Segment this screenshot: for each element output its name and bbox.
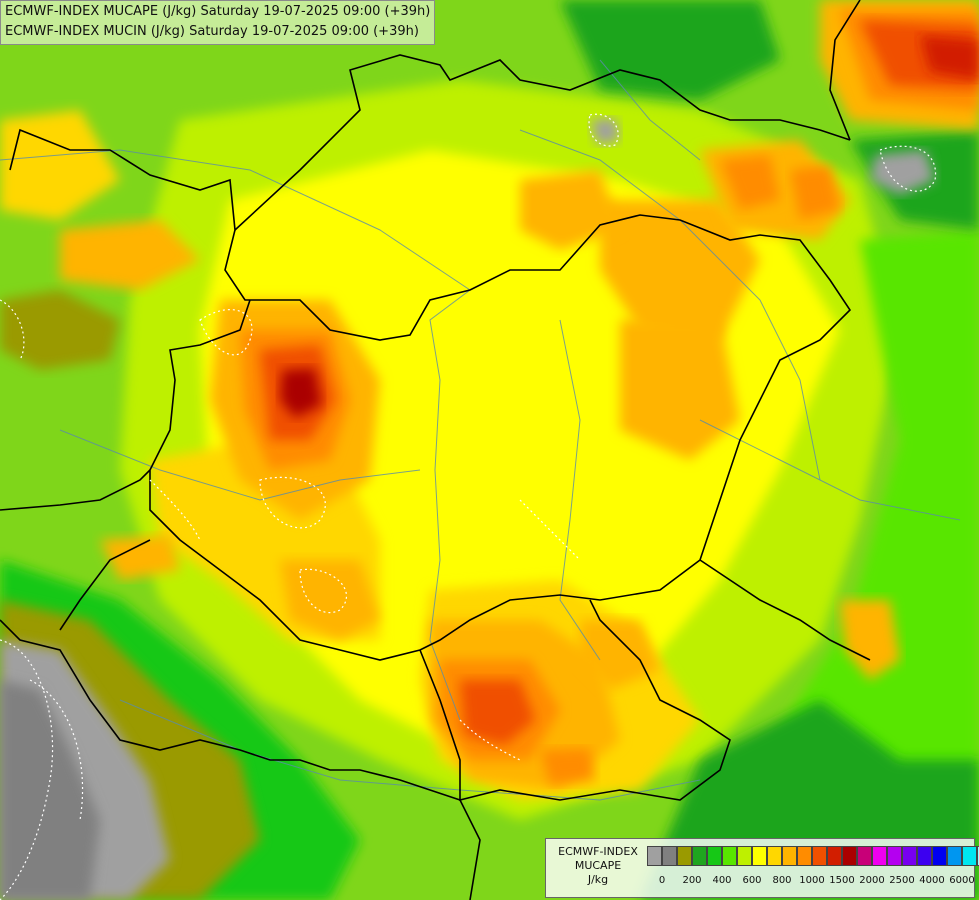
country-borders xyxy=(0,0,871,900)
title-line-mucin: ECMWF-INDEX MUCIN (J/kg) Saturday 19-07-… xyxy=(5,24,419,39)
legend-swatch xyxy=(842,846,857,866)
legend-swatch xyxy=(947,846,962,866)
legend-swatch xyxy=(677,846,692,866)
color-legend: ECMWF-INDEX MUCAPE J/kg 0 200 400 600 800 100… xyxy=(545,838,979,898)
legend-tick-label: 4000 xyxy=(919,875,945,886)
legend-tick-label: 800 xyxy=(772,875,792,886)
legend-tick-label: 2500 xyxy=(889,875,915,886)
legend-swatch xyxy=(932,846,947,866)
legend-swatch xyxy=(827,846,842,866)
legend-swatch xyxy=(662,846,677,866)
legend-swatch xyxy=(962,846,977,866)
legend-swatch xyxy=(977,846,979,866)
legend-swatch xyxy=(692,846,707,866)
map-title-box: ECMWF-INDEX MUCAPE (J/kg) Saturday 19-07… xyxy=(0,0,436,45)
legend-swatches xyxy=(647,846,979,866)
legend-tick-label: 1000 xyxy=(799,875,825,886)
legend-swatch xyxy=(857,846,872,866)
rivers xyxy=(0,59,961,801)
legend-line-2: MUCAPE xyxy=(574,859,622,872)
legend-swatch xyxy=(782,846,797,866)
legend-swatch xyxy=(917,846,932,866)
legend-swatch xyxy=(872,846,887,866)
legend-tick-label: 1500 xyxy=(829,875,855,886)
legend-swatch xyxy=(887,846,902,866)
legend-swatch xyxy=(767,846,782,866)
legend-swatch xyxy=(812,846,827,866)
legend-swatch xyxy=(647,846,662,866)
legend-tick-label: 200 xyxy=(682,875,702,886)
legend-swatch xyxy=(752,846,767,866)
legend-swatch xyxy=(902,846,917,866)
legend-tick-label: 400 xyxy=(712,875,732,886)
legend-label: ECMWF-INDEX MUCAPE J/kg xyxy=(550,845,646,887)
legend-swatch xyxy=(722,846,737,866)
legend-swatch xyxy=(707,846,722,866)
legend-tick-label: 6000 xyxy=(949,875,975,886)
legend-line-3: J/kg xyxy=(587,873,609,886)
legend-tick-label: 600 xyxy=(742,875,762,886)
legend-line-1: ECMWF-INDEX xyxy=(558,845,638,858)
legend-tick-label: 0 xyxy=(658,875,666,886)
mucin-contours xyxy=(0,113,937,900)
legend-swatch xyxy=(737,846,752,866)
legend-swatch xyxy=(797,846,812,866)
legend-ticks: 0 200 400 600 800 1000 1500 2000 2500 4000 6000 xyxy=(647,875,975,889)
title-line-mucape: ECMWF-INDEX MUCAPE (J/kg) Saturday 19-07… xyxy=(5,4,431,19)
legend-tick-label: 2000 xyxy=(859,875,885,886)
